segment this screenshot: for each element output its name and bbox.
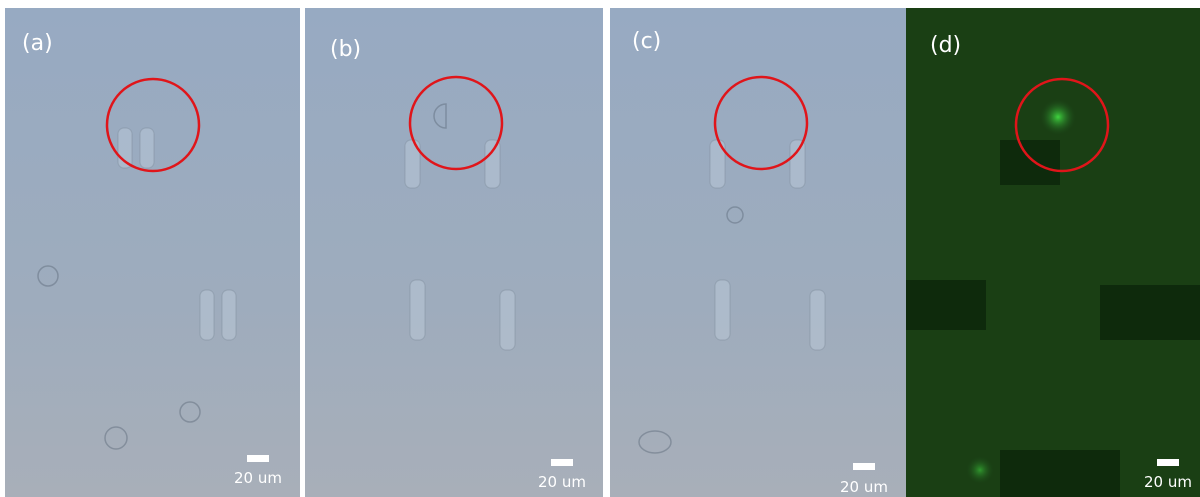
panel-label: (b) [330,37,361,62]
fluorescent-cell [1040,99,1076,135]
well [715,280,730,340]
panel-b: (b) 20 um [305,8,603,497]
scale-label: 20 um [234,469,282,487]
well [410,280,425,340]
micrograph [5,8,300,497]
figure: (a) 20 um (b) 20 um (c) 20 um [0,0,1200,497]
micrograph [305,8,603,497]
scale-label: 20 um [840,478,888,496]
panel-label: (d) [930,33,961,58]
panel-c: (c) 20 um [610,8,906,497]
scale-bar [1157,459,1179,466]
well [790,140,805,188]
panel-label: (c) [632,29,661,54]
fluorescent-cell [966,456,994,484]
scale-bar [551,459,573,466]
well [140,128,154,168]
well [1000,140,1060,185]
well [906,280,986,330]
scale-bar [853,463,875,470]
well [500,290,515,350]
well [1000,450,1120,497]
panel-d: (d) 20 um [906,8,1200,497]
well [810,290,825,350]
well [200,290,214,340]
scale-label: 20 um [538,473,586,491]
scale-bar [247,455,269,462]
page: (a) 20 um (b) 20 um (c) 20 um [0,0,1200,497]
scale-label: 20 um [1144,473,1192,491]
micrograph [906,8,1200,497]
well [222,290,236,340]
panel-label: (a) [22,31,53,56]
well [1100,285,1200,340]
well [485,140,500,188]
panel-a: (a) 20 um [5,8,300,497]
micrograph [610,8,906,497]
